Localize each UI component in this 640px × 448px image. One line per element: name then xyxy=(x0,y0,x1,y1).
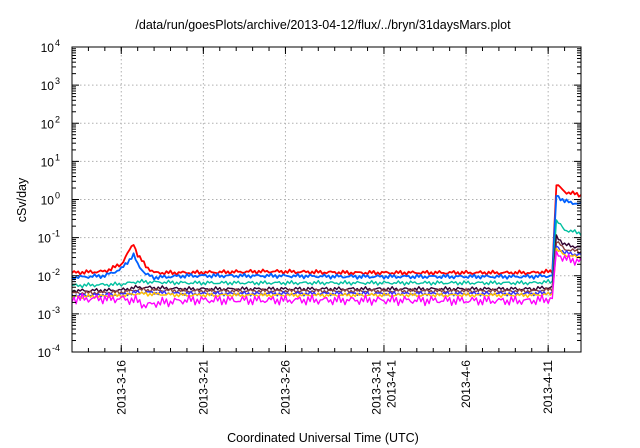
series-line xyxy=(71,241,582,296)
series-line xyxy=(71,219,582,289)
x-tick-label: 2013-4-11 xyxy=(541,360,555,414)
chart-title: /data/run/goesPlots/archive/2013-04-12/f… xyxy=(135,18,511,32)
y-axis-label: cSv/day xyxy=(15,177,29,222)
ticks-layer xyxy=(71,46,582,353)
y-tick-exponent: -3 xyxy=(52,305,60,315)
x-tick-label: 2013-3-21 xyxy=(196,360,210,415)
y-tick-exponent: 0 xyxy=(55,191,60,201)
y-tick-exponent: -1 xyxy=(52,229,60,239)
y-tick-exponent: 3 xyxy=(55,76,60,86)
x-tick-label: 2013-3-31 xyxy=(369,360,383,415)
x-tick-label: 2013-3-26 xyxy=(278,360,292,415)
y-tick-exponent: 4 xyxy=(55,38,60,48)
series-layer xyxy=(71,184,582,309)
y-tick-exponent: 1 xyxy=(55,152,60,162)
series-line xyxy=(71,247,582,300)
series-line xyxy=(71,194,582,281)
x-tick-label: 2013-4-6 xyxy=(459,360,473,408)
y-tick-exponent: 2 xyxy=(55,114,60,124)
x-tick-label: 2013-4-1 xyxy=(384,360,398,408)
y-tick-exponent: -4 xyxy=(52,343,60,353)
series-line xyxy=(71,184,582,276)
series-line xyxy=(71,250,582,309)
x-tick-label: 2013-3-16 xyxy=(114,360,128,415)
y-tick-exponent: -2 xyxy=(52,267,60,277)
x-tick-labels: 2013-3-16 2013-3-21 2013-3-26 2013-3-31 2013… xyxy=(114,360,555,415)
x-axis-label: Coordinated Universal Time (UTC) xyxy=(227,431,419,445)
